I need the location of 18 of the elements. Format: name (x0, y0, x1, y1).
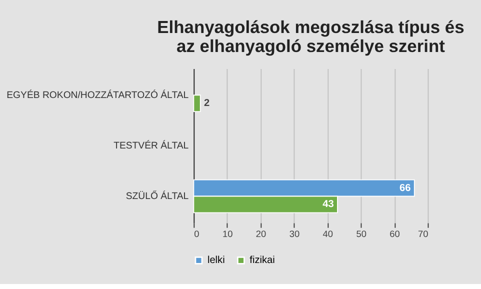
x-tick-label: 70 (418, 229, 428, 240)
x-tick-label: 20 (256, 229, 266, 240)
data-label: 66 (399, 182, 412, 194)
x-tick-label: 10 (222, 229, 233, 240)
data-label: 2 (204, 98, 210, 110)
x-tick-label: 50 (356, 229, 366, 240)
bar (193, 94, 201, 112)
chart-title: Elhanyagolások megoszlása típus és az elhanyagoló személye szerint (157, 16, 464, 56)
data-label: 43 (322, 199, 334, 210)
x-tick-label: 30 (289, 229, 300, 240)
y-tick-label: EGYÉB ROKON/HOZZÁTARTOZÓ ÁLTAL (6, 88, 190, 101)
y-tick-label: SZÜLŐ ÁLTAL (126, 190, 190, 202)
x-tick-label: 40 (322, 229, 333, 240)
y-tick-label: TESTVÉR ÁLTAL (114, 139, 190, 152)
x-tick-label: 60 (390, 229, 400, 240)
legend-label: lelki (207, 255, 225, 266)
x-tick-label: 0 (194, 229, 200, 240)
legend-label: fizikai (250, 255, 275, 266)
